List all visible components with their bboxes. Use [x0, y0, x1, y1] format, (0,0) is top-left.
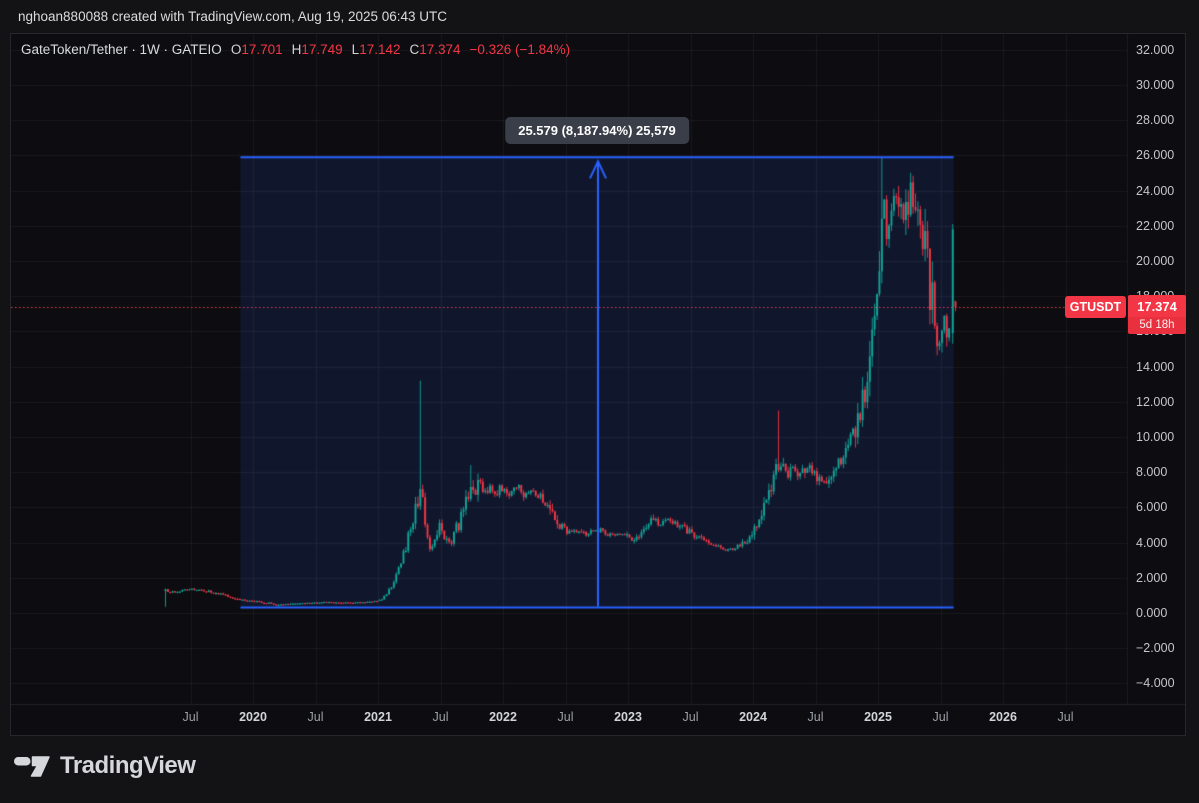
tradingview-logo-mark-icon — [14, 755, 51, 778]
legend-ohlc-value: 17.749 — [301, 42, 343, 57]
time-tick-label: 2022 — [489, 710, 517, 724]
time-tick-label: 2021 — [364, 710, 392, 724]
time-tick-label: Jul — [682, 710, 699, 724]
time-tick-label: Jul — [307, 710, 324, 724]
time-tick-label: Jul — [432, 710, 449, 724]
time-tick-label: Jul — [932, 710, 949, 724]
time-tick-label: 2025 — [864, 710, 892, 724]
legend-ohlc-values: O17.701 H17.749 L17.142 C17.374 — [222, 42, 461, 57]
symbol-price-flag: GTUSDT — [1065, 296, 1126, 319]
time-tick-label: 2024 — [739, 710, 767, 724]
legend-change-value: −0.326 (−1.84%) — [469, 42, 571, 57]
current-price-value: 17.374 — [1128, 295, 1186, 318]
time-tick-label: Jul — [1057, 710, 1074, 724]
attribution-bar: nghoan880088 created with TradingView.co… — [0, 0, 1199, 33]
tradingview-logo-text: TradingView — [60, 752, 196, 779]
time-tick-label: Jul — [557, 710, 574, 724]
legend-symbol-title[interactable]: GateToken/Tether · 1W · GATEIO — [21, 42, 222, 57]
bar-countdown: 5d 18h — [1128, 317, 1186, 335]
current-price-label: 17.374 5d 18h — [1128, 295, 1186, 335]
time-tick-label: 2023 — [614, 710, 642, 724]
time-axis[interactable]: Jul 2020 Jul 2021 Jul 2022 Jul 2023 Jul 2024 Jul 20… — [0, 710, 1199, 732]
legend-ohlc-key: H — [291, 42, 302, 57]
tradingview-logo[interactable]: TradingView — [14, 752, 196, 780]
legend-ohlc-key: C — [409, 42, 420, 57]
time-tick-label: Jul — [807, 710, 824, 724]
time-tick-label: 2020 — [239, 710, 267, 724]
legend-ohlc-value: 17.701 — [241, 42, 283, 57]
measurement-tooltip[interactable]: 25.579 (8,187.94%) 25,579 — [505, 117, 689, 144]
time-tick-label: 2026 — [989, 710, 1017, 724]
legend-ohlc-value: 17.142 — [359, 42, 401, 57]
symbol-legend: GateToken/Tether · 1W · GATEIO O17.701 H17… — [21, 42, 570, 57]
legend-ohlc-key: O — [230, 42, 242, 57]
attribution-text: nghoan880088 created with TradingView.co… — [18, 9, 448, 24]
time-tick-label: Jul — [182, 710, 199, 724]
legend-ohlc-key: L — [351, 42, 360, 57]
legend-ohlc-value: 17.374 — [419, 42, 461, 57]
